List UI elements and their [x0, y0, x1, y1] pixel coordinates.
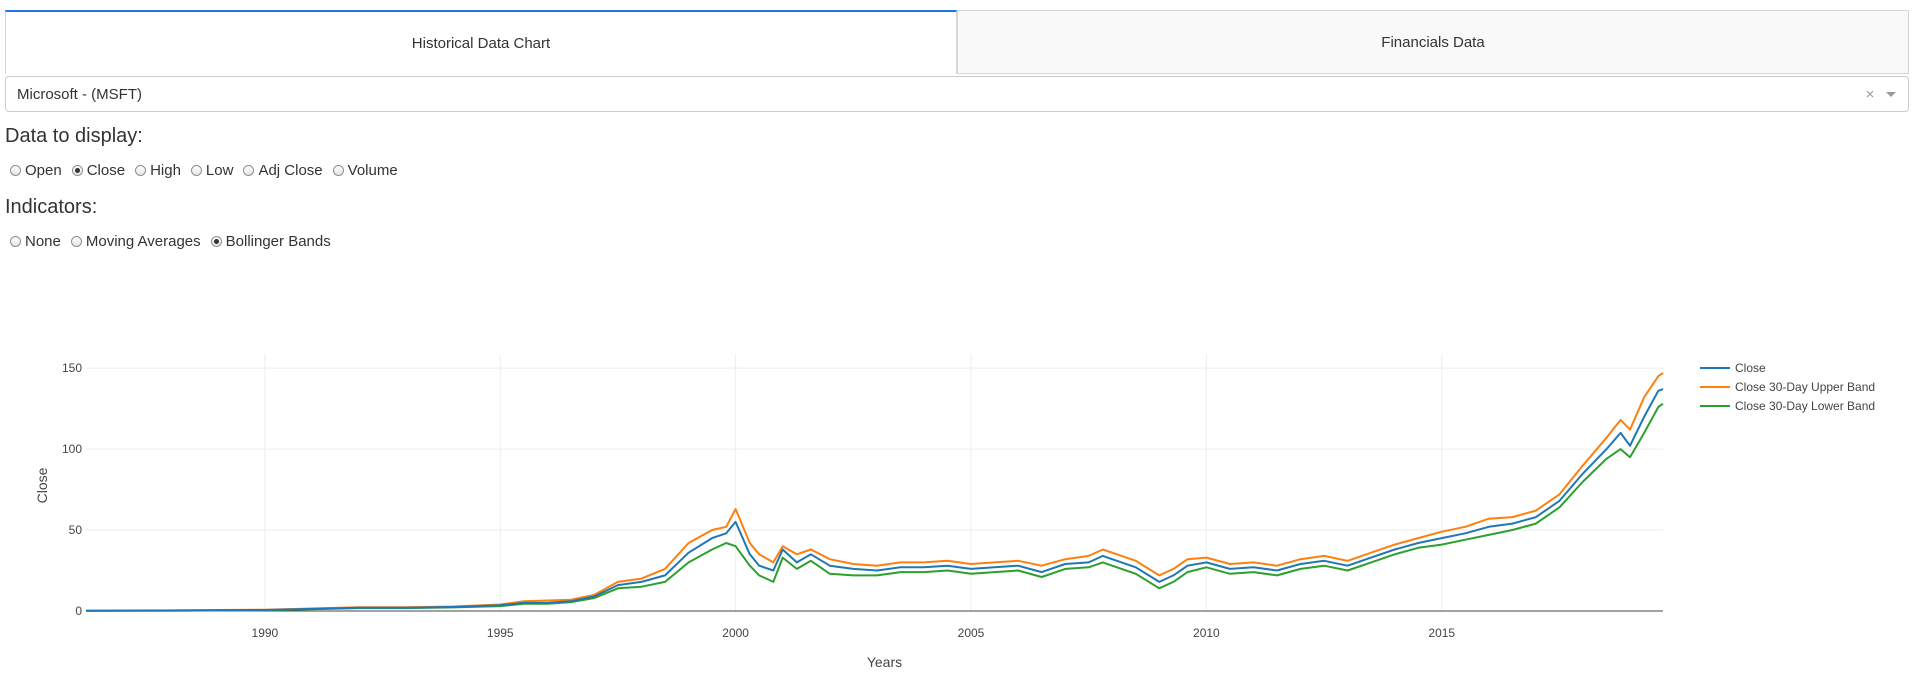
x-tick-label: 2015	[1428, 626, 1455, 640]
x-axis-title: Years	[867, 654, 902, 670]
series-line-close	[85, 388, 1664, 612]
radio-label: Close	[86, 162, 126, 179]
data-radio-volume[interactable]: Volume	[328, 162, 398, 179]
radio-label: Bollinger Bands	[225, 233, 331, 250]
y-tick-label: 150	[62, 361, 82, 375]
radio-button[interactable]	[71, 165, 83, 176]
series-line-close-30-day-upper-band	[85, 372, 1664, 612]
tab-historical-data-chart[interactable]: Historical Data Chart	[5, 10, 957, 74]
indicators-radio-group: None Moving Averages Bollinger Bands	[5, 233, 336, 250]
data-radio-adj-close[interactable]: Adj Close	[238, 162, 323, 179]
y-tick-label: 0	[75, 604, 82, 618]
radio-button[interactable]	[135, 165, 147, 176]
x-tick-label: 1995	[487, 626, 514, 640]
radio-label: Adj Close	[258, 162, 323, 179]
radio-label: Open	[25, 162, 62, 179]
radio-label: Moving Averages	[85, 233, 201, 250]
stock-select-dropdown[interactable]: Microsoft - (MSFT) ×	[5, 76, 1909, 112]
data-radio-open[interactable]: Open	[5, 162, 62, 179]
data-radio-low[interactable]: Low	[186, 162, 234, 179]
indicator-radio-moving-averages[interactable]: Moving Averages	[66, 233, 201, 250]
x-tick-label: 2000	[722, 626, 749, 640]
indicator-radio-none[interactable]: None	[5, 233, 61, 250]
radio-button[interactable]	[243, 165, 255, 176]
tab-financials-data[interactable]: Financials Data	[957, 10, 1909, 74]
data-display-heading: Data to display:	[5, 125, 143, 147]
radio-button[interactable]	[70, 236, 82, 247]
y-axis-title: Close	[34, 467, 50, 503]
x-tick-label: 1990	[252, 626, 279, 640]
radio-button[interactable]	[190, 165, 202, 176]
x-tick-label: 2005	[958, 626, 985, 640]
radio-label: High	[150, 162, 181, 179]
radio-button[interactable]	[10, 165, 21, 176]
data-radio-high[interactable]: High	[130, 162, 181, 179]
x-tick-label: 2010	[1193, 626, 1220, 640]
radio-label: None	[25, 233, 61, 250]
radio-button[interactable]	[10, 236, 21, 247]
radio-button[interactable]	[332, 165, 344, 176]
data-display-radio-group: Open Close High Low Adj Close Volume	[5, 162, 403, 179]
tab-label: Historical Data Chart	[411, 34, 551, 52]
radio-button[interactable]	[210, 236, 222, 247]
tab-label: Financials Data	[1381, 33, 1485, 51]
indicator-radio-bollinger-bands[interactable]: Bollinger Bands	[206, 233, 331, 250]
data-radio-close[interactable]: Close	[67, 162, 125, 179]
y-tick-label: 100	[62, 442, 82, 456]
price-chart: 0 50 100 150 1990 1995 2000 2005 2010 2015 Years Cl…	[34, 354, 1875, 670]
legend-label-close-30-day-upper-band[interactable]: Close 30-Day Upper Band	[1735, 380, 1875, 394]
indicators-heading: Indicators:	[5, 196, 98, 218]
stock-select-value: Microsoft - (MSFT)	[17, 85, 142, 103]
chevron-down-icon[interactable]	[1886, 91, 1896, 97]
radio-label: Low	[205, 162, 234, 179]
legend-label-close[interactable]: Close	[1735, 361, 1766, 375]
tab-bar: Historical Data Chart Financials Data	[5, 10, 1909, 76]
y-tick-label: 50	[69, 523, 83, 537]
clear-icon[interactable]: ×	[1865, 85, 1875, 103]
legend-label-close-30-day-lower-band[interactable]: Close 30-Day Lower Band	[1735, 399, 1875, 413]
radio-label: Volume	[347, 162, 398, 179]
series-line-close-30-day-lower-band	[85, 402, 1664, 612]
